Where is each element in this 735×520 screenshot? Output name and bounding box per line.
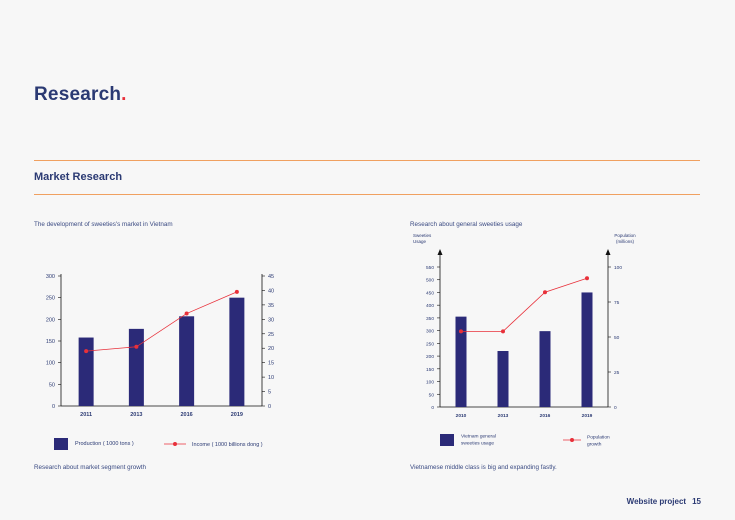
- y2-tick-label: 25: [614, 370, 620, 376]
- y2-tick-label: 40: [268, 288, 274, 294]
- page-number: 15: [692, 497, 701, 506]
- page-title: Research.: [34, 84, 127, 105]
- top-divider: [34, 160, 700, 161]
- y-tick-label: 300: [46, 274, 55, 280]
- bar: [455, 316, 467, 407]
- section-title: Market Research: [34, 171, 123, 183]
- y2-tick-label: 10: [268, 375, 274, 381]
- x-tick-label: 2013: [130, 412, 142, 418]
- footer-label: Website project: [626, 497, 687, 506]
- left-chart-heading: The development of sweeties's market in …: [34, 221, 173, 228]
- y-tick-label: 400: [426, 303, 434, 309]
- legend-bar-label: Production ( 1000 tons ): [75, 441, 134, 447]
- series-point: [84, 349, 89, 354]
- legend-bar-swatch: [440, 434, 454, 446]
- y-tick-label: 150: [46, 339, 55, 345]
- series-point: [543, 290, 547, 295]
- y-tick-label: 250: [426, 341, 434, 347]
- y-axis-right-arrow: [605, 249, 611, 255]
- y-tick-label: 500: [426, 278, 434, 284]
- bar: [78, 337, 94, 406]
- series-point: [585, 276, 589, 281]
- legend-line-label: growth: [587, 442, 602, 448]
- x-tick-label: 2010: [456, 413, 467, 419]
- bar: [229, 297, 245, 406]
- y-tick-label: 550: [426, 265, 434, 271]
- y-tick-label: 150: [426, 367, 434, 373]
- bar: [128, 328, 144, 406]
- right-chart-caption: Vietnamese middle class is big and expan…: [410, 464, 557, 471]
- y2-tick-label: 35: [268, 303, 274, 309]
- series-line: [86, 291, 238, 352]
- series-point: [501, 329, 505, 334]
- y2-tick-label: 5: [268, 390, 271, 396]
- y-axis-left-arrow: [437, 249, 443, 255]
- y-tick-label: 0: [52, 404, 55, 410]
- legend-bar-label: Vietnam general: [461, 434, 496, 440]
- legend-line-point: [173, 442, 177, 446]
- market-development-chart: 0 50 100 150 200 250 300 0 5 10 15 20 25 30 35 40 45 2011…: [46, 274, 274, 450]
- y2-tick-label: 75: [614, 300, 620, 306]
- series-point: [459, 329, 463, 334]
- legend-line-label: Population: [587, 435, 610, 441]
- series-point: [184, 311, 189, 316]
- y-axis-label: Sweeties: [413, 233, 432, 238]
- y2-tick-label: 50: [614, 335, 620, 341]
- title-dot: .: [121, 84, 127, 105]
- series-line: [461, 277, 588, 332]
- y2-tick-label: 100: [614, 265, 622, 271]
- y2-axis-label: Population: [614, 233, 636, 238]
- y2-tick-label: 0: [268, 404, 271, 410]
- y-tick-label: 100: [46, 361, 55, 367]
- y-tick-label: 300: [426, 329, 434, 335]
- y-tick-label: 450: [426, 290, 434, 296]
- y-axis-label: Usage: [413, 239, 427, 244]
- y-tick-label: 200: [46, 317, 55, 323]
- left-chart-caption: Research about market segment growth: [34, 464, 147, 471]
- y2-tick-label: 20: [268, 346, 274, 352]
- series-point: [234, 289, 239, 294]
- bar: [581, 292, 593, 407]
- x-tick-label: 2019: [231, 412, 243, 418]
- y-tick-label: 50: [49, 382, 55, 388]
- x-tick-label: 2011: [80, 412, 92, 418]
- legend-bar-label: sweeties usage: [461, 441, 494, 447]
- x-tick-label: 2016: [181, 412, 193, 418]
- y-tick-label: 350: [426, 316, 434, 322]
- y2-tick-label: 0: [614, 405, 617, 411]
- x-tick-label: 2019: [582, 413, 593, 419]
- legend-line-point: [570, 438, 574, 442]
- y-tick-label: 50: [429, 392, 435, 398]
- y2-tick-label: 30: [268, 317, 274, 323]
- sweeties-usage-chart: SweetiesUsagePopulation(millions)0501001…: [413, 233, 636, 448]
- legend-line-label: Income ( 1000 billions dong ): [192, 442, 263, 448]
- y-tick-label: 250: [46, 296, 55, 302]
- y-tick-label: 200: [426, 354, 434, 360]
- y2-axis-label: (millions): [616, 239, 635, 244]
- y2-tick-label: 25: [268, 332, 274, 338]
- bar: [497, 351, 509, 407]
- bar: [539, 331, 551, 407]
- y-tick-label: 0: [431, 405, 434, 411]
- bottom-divider: [34, 194, 700, 195]
- series-point: [134, 344, 139, 349]
- y2-tick-label: 45: [268, 274, 274, 280]
- legend-bar-swatch: [54, 438, 68, 450]
- x-tick-label: 2016: [540, 413, 551, 419]
- right-chart-heading: Research about general sweeties usage: [410, 221, 523, 228]
- x-tick-label: 2013: [498, 413, 509, 419]
- y-tick-label: 100: [426, 380, 434, 386]
- page-footer: Website project 15: [621, 497, 701, 506]
- bar: [179, 316, 195, 406]
- y2-tick-label: 15: [268, 361, 274, 367]
